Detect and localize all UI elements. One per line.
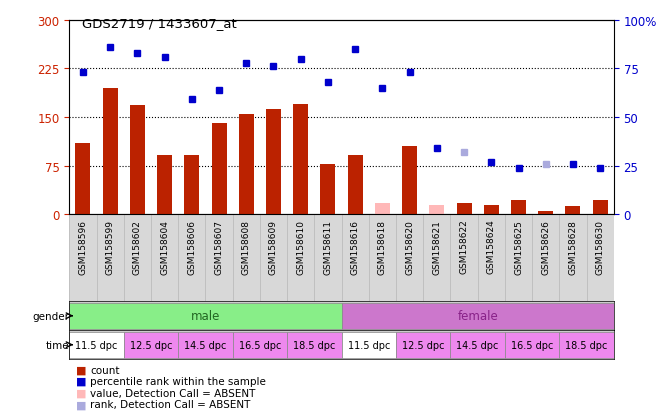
Bar xyxy=(484,206,499,215)
Bar xyxy=(178,215,205,301)
Bar xyxy=(266,110,281,215)
Text: GSM158610: GSM158610 xyxy=(296,219,305,274)
Text: male: male xyxy=(191,309,220,323)
Text: ■: ■ xyxy=(76,376,86,386)
Text: 14.5 dpc: 14.5 dpc xyxy=(184,340,226,350)
Text: rank, Detection Call = ABSENT: rank, Detection Call = ABSENT xyxy=(90,399,251,409)
Bar xyxy=(505,332,560,358)
Text: GSM158604: GSM158604 xyxy=(160,219,169,274)
Bar xyxy=(157,155,172,215)
Bar xyxy=(178,332,233,358)
Text: 16.5 dpc: 16.5 dpc xyxy=(239,340,281,350)
Bar xyxy=(293,105,308,215)
Text: ■: ■ xyxy=(76,388,86,398)
Bar xyxy=(396,215,423,301)
Bar xyxy=(69,332,124,358)
Bar xyxy=(103,89,117,215)
Bar xyxy=(239,114,253,215)
Bar xyxy=(233,332,287,358)
Bar xyxy=(457,203,471,215)
Text: GSM158606: GSM158606 xyxy=(187,219,196,274)
Text: GSM158625: GSM158625 xyxy=(514,219,523,274)
Bar xyxy=(342,215,369,301)
Text: GSM158618: GSM158618 xyxy=(378,219,387,274)
Text: GSM158622: GSM158622 xyxy=(459,219,469,274)
Bar xyxy=(396,332,451,358)
Bar xyxy=(321,164,335,215)
Text: count: count xyxy=(90,365,120,375)
Bar xyxy=(260,215,287,301)
Text: GSM158602: GSM158602 xyxy=(133,219,142,274)
Bar xyxy=(402,147,417,215)
Text: GSM158626: GSM158626 xyxy=(541,219,550,274)
Text: 18.5 dpc: 18.5 dpc xyxy=(566,340,608,350)
Bar xyxy=(342,332,396,358)
Text: 12.5 dpc: 12.5 dpc xyxy=(130,340,172,350)
Text: GSM158621: GSM158621 xyxy=(432,219,442,274)
Bar xyxy=(478,215,505,301)
Bar xyxy=(532,215,560,301)
Text: gender: gender xyxy=(32,311,69,321)
Text: GSM158616: GSM158616 xyxy=(350,219,360,274)
Text: GSM158630: GSM158630 xyxy=(596,219,605,274)
Bar xyxy=(96,215,124,301)
Text: GSM158611: GSM158611 xyxy=(323,219,333,274)
Bar xyxy=(124,215,151,301)
Text: female: female xyxy=(457,309,498,323)
Text: value, Detection Call = ABSENT: value, Detection Call = ABSENT xyxy=(90,388,256,398)
Bar xyxy=(287,332,342,358)
Bar xyxy=(566,207,580,215)
Bar xyxy=(130,106,145,215)
Bar xyxy=(314,215,342,301)
Text: GDS2719 / 1433607_at: GDS2719 / 1433607_at xyxy=(82,17,237,29)
Bar xyxy=(587,215,614,301)
Bar xyxy=(511,201,526,215)
Bar xyxy=(505,215,532,301)
Bar xyxy=(212,124,226,215)
Bar xyxy=(342,303,614,329)
Bar xyxy=(151,215,178,301)
Bar xyxy=(539,211,553,215)
Text: 11.5 dpc: 11.5 dpc xyxy=(348,340,390,350)
Text: GSM158609: GSM158609 xyxy=(269,219,278,274)
Text: percentile rank within the sample: percentile rank within the sample xyxy=(90,376,266,386)
Bar xyxy=(375,203,390,215)
Text: ■: ■ xyxy=(76,399,86,409)
Bar xyxy=(423,215,451,301)
Bar xyxy=(184,155,199,215)
Text: 14.5 dpc: 14.5 dpc xyxy=(457,340,499,350)
Bar xyxy=(451,215,478,301)
Text: GSM158607: GSM158607 xyxy=(214,219,224,274)
Text: time: time xyxy=(46,340,69,350)
Bar xyxy=(430,206,444,215)
Text: 11.5 dpc: 11.5 dpc xyxy=(75,340,117,350)
Bar xyxy=(348,155,362,215)
Text: ■: ■ xyxy=(76,365,86,375)
Text: 18.5 dpc: 18.5 dpc xyxy=(293,340,335,350)
Text: GSM158624: GSM158624 xyxy=(487,219,496,274)
Bar xyxy=(75,144,90,215)
Text: GSM158628: GSM158628 xyxy=(568,219,578,274)
Text: 16.5 dpc: 16.5 dpc xyxy=(511,340,553,350)
Bar xyxy=(287,215,314,301)
Bar xyxy=(560,332,614,358)
Text: GSM158596: GSM158596 xyxy=(79,219,87,274)
Bar xyxy=(233,215,260,301)
Bar xyxy=(124,332,178,358)
Text: GSM158599: GSM158599 xyxy=(106,219,115,274)
Bar xyxy=(69,303,342,329)
Bar xyxy=(69,215,96,301)
Bar xyxy=(560,215,587,301)
Bar xyxy=(593,201,608,215)
Text: GSM158608: GSM158608 xyxy=(242,219,251,274)
Text: GSM158620: GSM158620 xyxy=(405,219,414,274)
Bar xyxy=(369,215,396,301)
Bar xyxy=(451,332,505,358)
Bar xyxy=(205,215,233,301)
Text: 12.5 dpc: 12.5 dpc xyxy=(402,340,444,350)
